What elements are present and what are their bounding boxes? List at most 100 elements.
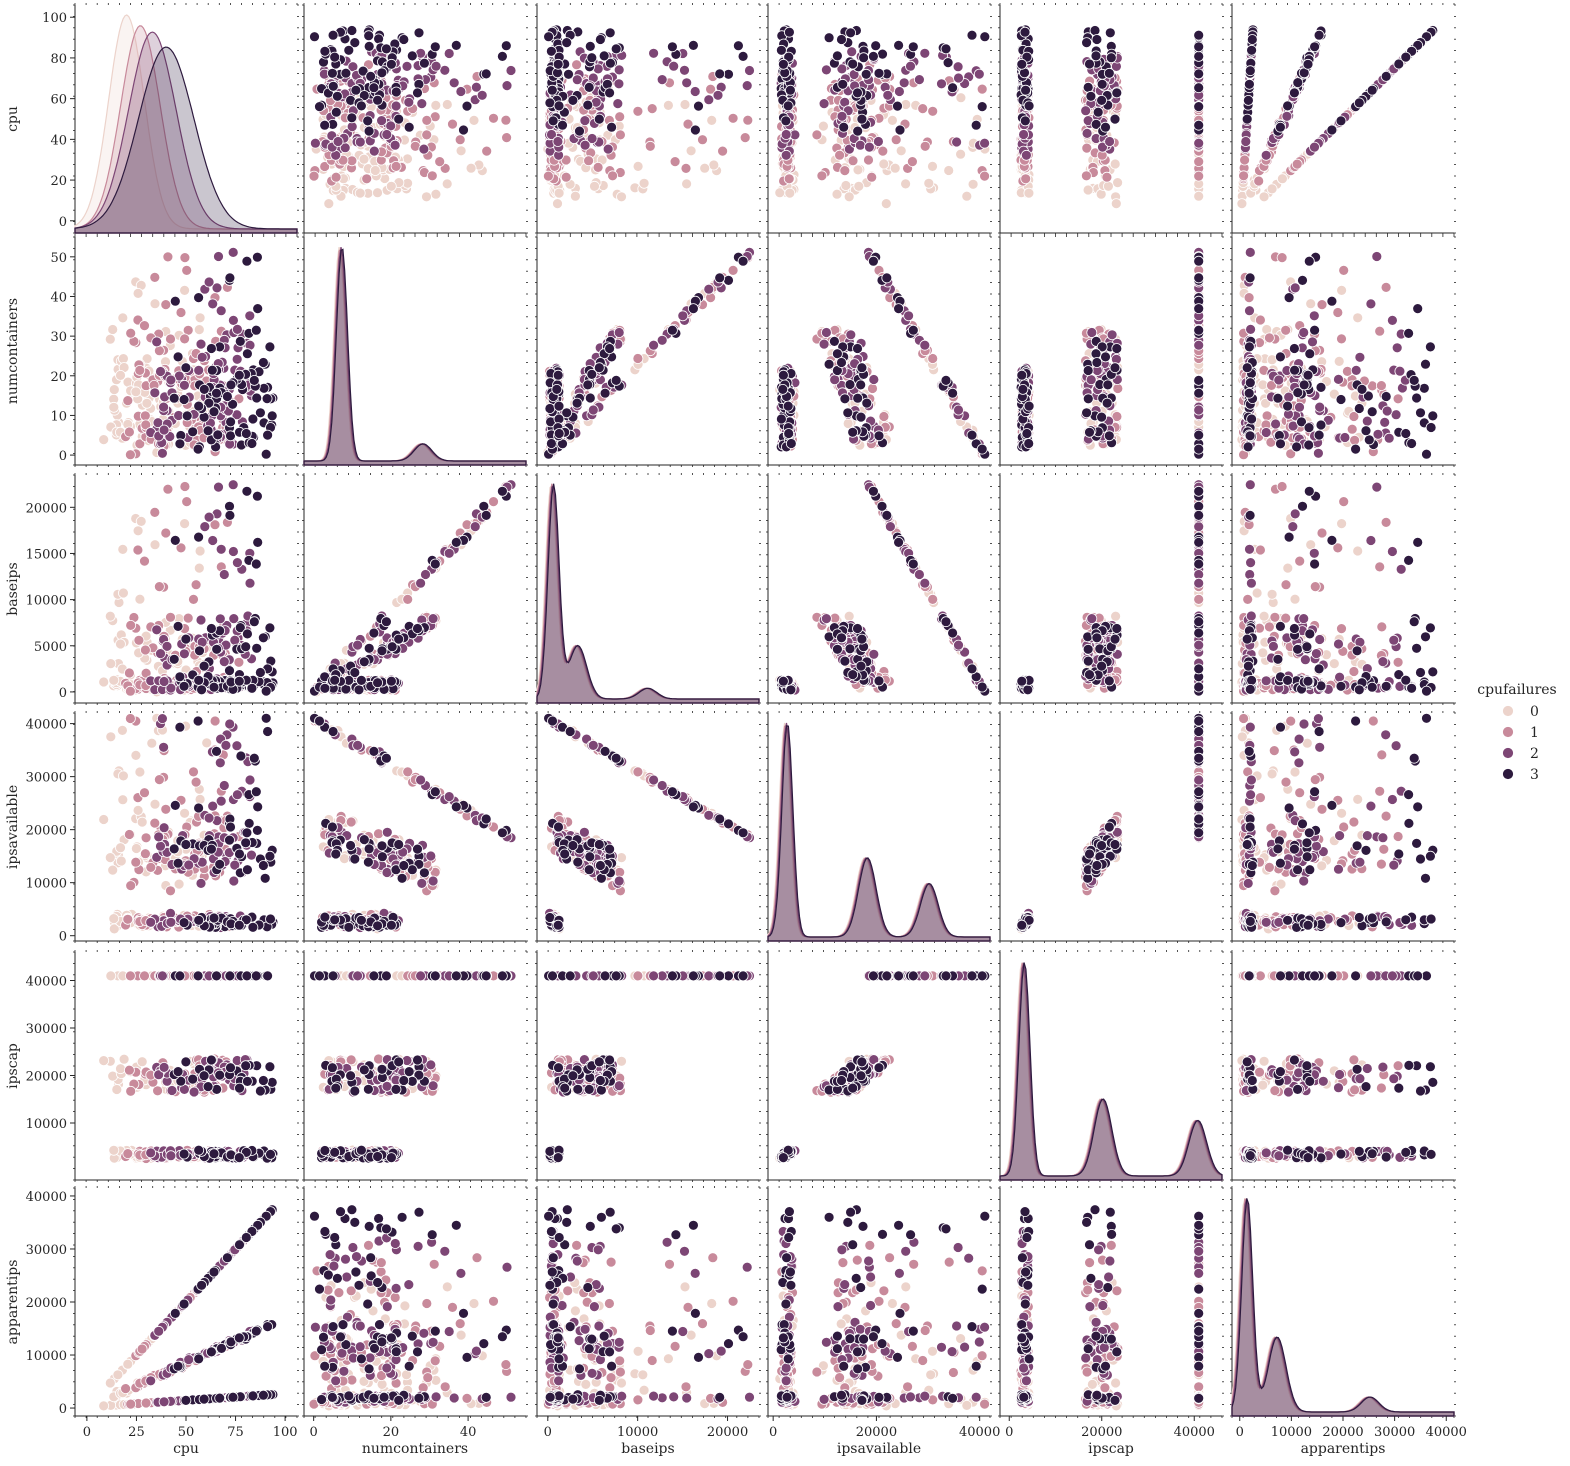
point xyxy=(560,171,572,183)
point xyxy=(605,57,616,69)
point xyxy=(1380,391,1392,402)
point xyxy=(889,162,901,174)
point xyxy=(149,539,161,551)
point xyxy=(893,303,904,315)
point xyxy=(855,411,867,423)
point xyxy=(898,77,910,89)
point xyxy=(966,429,978,441)
point xyxy=(443,547,455,559)
point xyxy=(264,341,276,353)
point xyxy=(816,170,828,182)
point xyxy=(1244,305,1255,317)
point xyxy=(677,310,689,322)
point xyxy=(362,115,374,127)
point xyxy=(158,676,170,687)
point xyxy=(455,145,467,157)
point xyxy=(205,623,217,634)
point xyxy=(552,198,563,210)
point xyxy=(241,628,253,640)
point xyxy=(398,34,410,45)
point xyxy=(785,84,796,96)
point xyxy=(381,129,393,140)
point xyxy=(853,180,865,192)
point xyxy=(149,387,161,399)
point xyxy=(951,136,962,148)
point xyxy=(881,272,893,284)
point xyxy=(1241,113,1253,125)
point xyxy=(867,383,878,394)
point xyxy=(561,407,573,419)
point xyxy=(1092,106,1104,118)
point xyxy=(856,362,868,374)
point xyxy=(610,374,622,386)
point xyxy=(1081,127,1093,139)
point xyxy=(632,353,644,364)
point xyxy=(868,374,880,385)
point xyxy=(940,374,952,386)
point xyxy=(1392,393,1404,405)
point xyxy=(221,391,233,402)
point xyxy=(878,411,890,422)
point xyxy=(158,424,170,436)
point xyxy=(663,100,674,111)
point xyxy=(361,173,373,185)
point xyxy=(346,25,358,36)
point xyxy=(357,65,369,77)
point xyxy=(1019,115,1031,127)
point xyxy=(646,103,658,114)
point xyxy=(198,660,210,672)
point xyxy=(195,338,207,350)
point xyxy=(132,287,144,299)
point xyxy=(1096,341,1108,353)
point xyxy=(1082,184,1094,196)
point xyxy=(130,386,142,398)
point xyxy=(250,324,262,336)
point xyxy=(1308,310,1320,322)
point xyxy=(1111,343,1123,354)
point xyxy=(604,343,615,354)
point xyxy=(358,90,370,101)
point xyxy=(1100,121,1111,133)
point xyxy=(1374,325,1386,337)
point xyxy=(563,68,574,80)
point xyxy=(1260,427,1272,438)
point xyxy=(1264,332,1275,344)
point xyxy=(783,428,795,439)
point xyxy=(1081,37,1092,48)
point xyxy=(656,334,668,346)
point xyxy=(468,115,480,126)
point xyxy=(363,642,375,654)
point xyxy=(1380,71,1392,82)
point xyxy=(1112,177,1123,189)
point xyxy=(1261,410,1273,422)
point xyxy=(117,544,129,555)
point xyxy=(1314,401,1326,413)
point xyxy=(193,364,205,376)
point xyxy=(613,327,625,338)
point xyxy=(1236,198,1248,210)
point xyxy=(401,61,413,72)
point xyxy=(893,40,904,51)
point xyxy=(689,86,701,97)
point xyxy=(668,60,680,72)
point xyxy=(843,191,855,203)
point xyxy=(1348,411,1360,422)
point xyxy=(327,29,339,41)
point xyxy=(1243,292,1255,304)
point xyxy=(1272,392,1284,404)
point xyxy=(1304,348,1316,360)
scatter-numcontainers-vs-apparentips xyxy=(1236,246,1439,461)
point xyxy=(940,43,952,55)
point xyxy=(443,48,455,59)
point xyxy=(552,136,564,147)
point xyxy=(195,614,207,626)
point xyxy=(955,92,967,104)
point xyxy=(583,155,594,167)
point xyxy=(476,89,488,101)
point xyxy=(439,64,451,76)
point xyxy=(877,48,888,60)
point xyxy=(613,64,625,76)
point xyxy=(1353,403,1365,414)
point xyxy=(544,97,556,109)
kde-numcontainers xyxy=(303,246,527,466)
